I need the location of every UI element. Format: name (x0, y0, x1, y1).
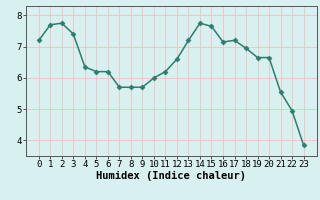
X-axis label: Humidex (Indice chaleur): Humidex (Indice chaleur) (96, 171, 246, 181)
